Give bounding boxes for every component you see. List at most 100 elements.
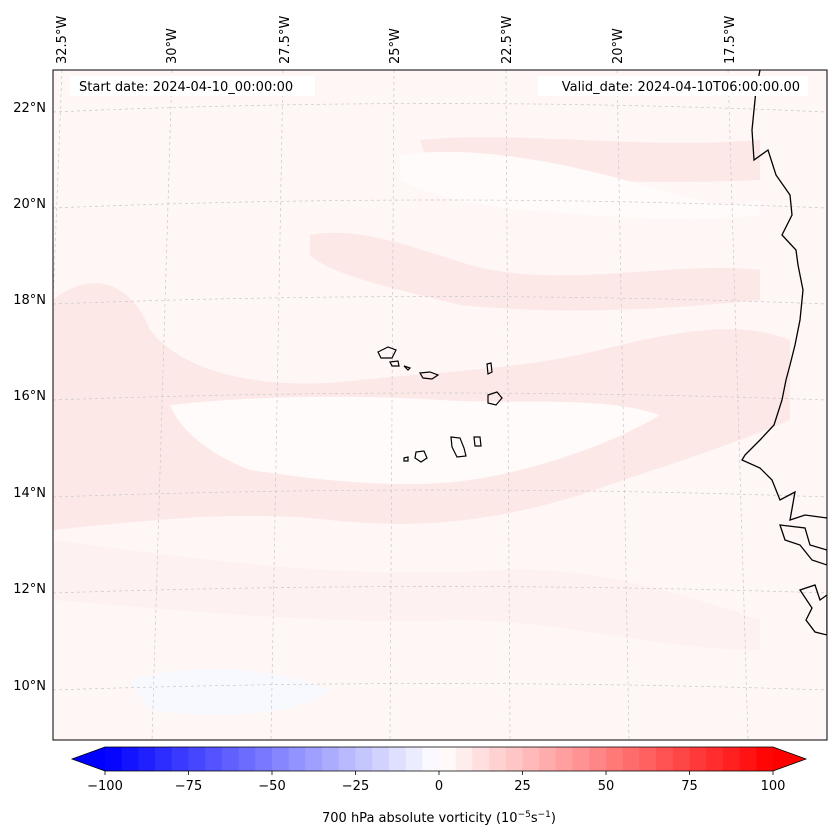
colorbar: −100 −75 −50 −25 0 25 50 75 100 700 hPa absolute… [70,746,808,826]
lat-label-22n: 22°N [13,101,46,116]
colorbar-segment [138,747,156,771]
lat-label-18n: 18°N [13,293,46,308]
parallel-16n [53,392,827,401]
colorbar-segment [388,747,407,771]
colorbar-segment [105,747,123,771]
colorbar-tick-label: −100 [87,779,123,794]
map-frame [52,69,828,741]
colorbar-segment [606,747,624,771]
colorbar-segment [272,747,290,771]
colorbar-segment [188,747,206,771]
vorticity-band-south [53,540,760,650]
colorbar-segment [672,747,691,771]
colorbar-segment [255,747,273,771]
colorbar-arrow-max [773,747,806,771]
lon-label-25w: 25°W [388,28,403,64]
valid-date-label: Valid_date: 2024-04-10T06:00:00.00 [562,80,800,95]
island-santo-antao [377,346,397,359]
gridlines [53,70,827,740]
colorbar-tick-label: −75 [175,779,202,794]
colorbar-segment [372,747,390,771]
colorbar-segment [656,747,674,771]
colorbar-segment [171,747,190,771]
colorbar-segment [489,747,507,771]
vorticity-negative-area [130,669,330,715]
colorbar-segment [405,747,423,771]
island-fogo [414,450,428,463]
colorbar-segment [689,747,707,771]
island-sal [486,362,493,375]
colorbar-segment [455,747,473,771]
lon-label-20w: 20°W [611,28,626,64]
latitude-labels: 22°N 20°N 18°N 16°N 14°N 12°N 10°N [13,101,46,694]
colorbar-segment [322,747,340,771]
lat-label-12n: 12°N [13,582,46,597]
cape-verde-islands [377,346,503,463]
coastline [741,70,827,636]
vorticity-inner-white [170,396,660,485]
meridian-20w [616,70,630,740]
colorbar-segment [205,747,223,771]
colorbar-segment [539,747,557,771]
lat-label-10n: 10°N [13,679,46,694]
colorbar-ticks: −100 −75 −50 −25 0 25 50 75 100 [87,771,785,794]
colorbar-segments [105,747,774,771]
vorticity-lowband-1 [400,151,760,220]
colorbar-segment [522,747,540,771]
colorbar-segment [722,747,741,771]
island-brava [403,456,409,462]
island-sao-vicente [389,360,400,367]
lon-label-32-5w: 32.5°W [55,16,70,64]
parallel-20n [53,199,827,209]
colorbar-segment [305,747,323,771]
colorbar-label: 700 hPa absolute vorticity (10−5s−1) [322,810,556,826]
colorbar-tick-label: 100 [761,779,786,794]
colorbar-tick-label: 50 [598,779,615,794]
parallel-22n [53,103,827,113]
colorbar-tick-label: 75 [681,779,698,794]
parallel-12n [53,586,827,594]
colorbar-segment [706,747,724,771]
colorbar-segment [238,747,256,771]
parallel-14n [53,489,827,498]
colorbar-arrow-min [72,747,105,771]
colorbar-tick-label: −25 [342,779,369,794]
colorbar-segment [739,747,757,771]
coastline-bissagos [798,584,827,636]
colorbar-tick-label: 25 [514,779,531,794]
longitude-labels: 32.5°W 30°W 27.5°W 25°W 22.5°W 20°W 17.5… [55,16,738,64]
island-sao-nicolau [418,371,440,380]
colorbar-tick-label: 0 [435,779,443,794]
colorbar-segment [756,747,774,771]
colorbar-segment [288,747,306,771]
meridian-27-5w [270,70,284,740]
vorticity-band-middle [310,232,760,311]
island-maio [473,436,482,447]
meridian-17-5w [727,70,749,740]
vorticity-field [53,70,827,740]
lon-label-27-5w: 27.5°W [278,16,293,64]
meridian-30w [151,70,173,740]
colorbar-segment [355,747,373,771]
colorbar-segment [622,747,640,771]
colorbar-segment [505,747,524,771]
colorbar-segment [221,747,240,771]
colorbar-segment [472,747,490,771]
colorbar-segment [155,747,173,771]
lat-label-16n: 16°N [13,389,46,404]
parallel-18n [53,296,827,305]
start-date-box [70,76,315,96]
lon-label-30w: 30°W [165,28,180,64]
lat-label-14n: 14°N [13,486,46,501]
island-santa-luzia [403,365,412,371]
colorbar-segment [422,747,440,771]
lon-label-22-5w: 22.5°W [500,16,515,64]
colorbar-tick-label: −50 [258,779,285,794]
colorbar-segment [121,747,139,771]
coastline-mainland [741,70,827,521]
colorbar-segment [589,747,607,771]
valid-date-box [538,76,808,96]
colorbar-segment [338,747,357,771]
colorbar-segment [439,747,457,771]
